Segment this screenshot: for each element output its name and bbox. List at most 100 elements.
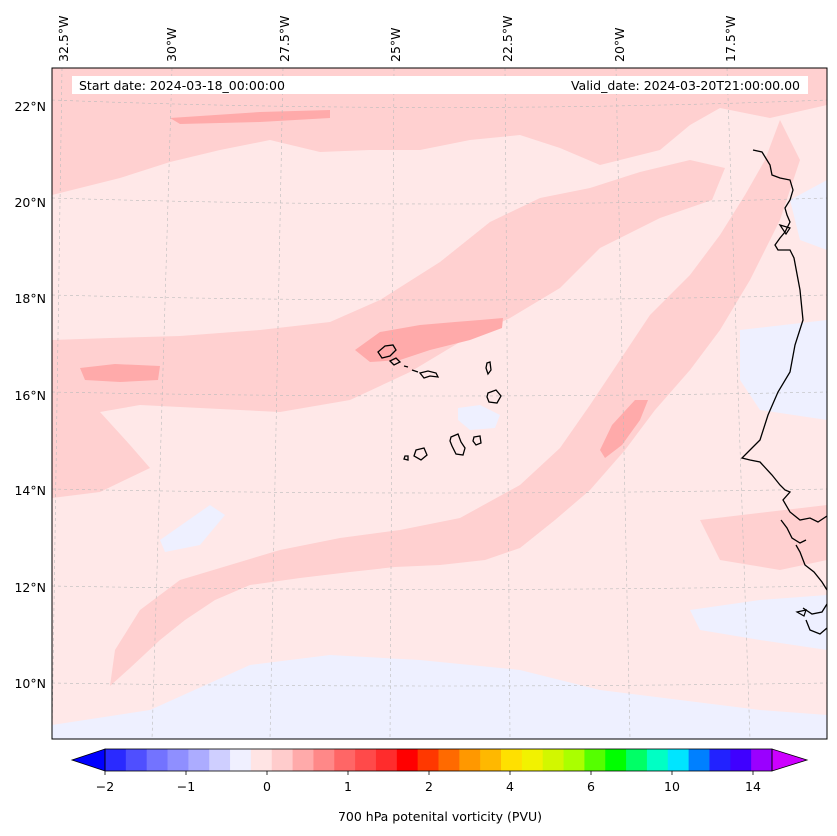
colorbar-segment	[292, 749, 314, 771]
negative-pv-south	[52, 655, 827, 739]
map-border	[51, 67, 828, 740]
island-sal	[485, 361, 492, 376]
colorbar-segment	[105, 749, 127, 771]
cb-tick-label: −2	[96, 779, 114, 794]
latitude-labels: 22°N 20°N 18°N 16°N 14°N 12°N 10°N	[14, 99, 46, 691]
colorbar-segment	[334, 749, 356, 771]
colorbar-segment	[250, 749, 273, 771]
lat-lon-gridlines	[52, 68, 827, 739]
map-area	[52, 68, 827, 739]
lat-label-20n: 20°N	[14, 195, 46, 210]
colorbar-segment	[230, 749, 252, 771]
colorbar-max-extension	[772, 749, 807, 771]
lat-label-10n: 10°N	[14, 676, 46, 691]
coastline-islet-1	[778, 223, 791, 236]
colorbar-segment	[730, 749, 752, 771]
island-santa-luzia	[403, 365, 409, 368]
colorbar-segment	[626, 749, 648, 771]
lon-label-20w: 20°W	[612, 27, 627, 62]
negative-pv-center	[458, 405, 500, 430]
colorbar-segment	[188, 749, 210, 771]
colorbar-segment	[563, 749, 585, 771]
cb-tick-label: 0	[263, 779, 271, 794]
colorbar-segment	[313, 749, 335, 771]
cb-tick-label: 4	[506, 779, 514, 794]
colorbar-segment	[542, 749, 564, 771]
colorbar-segment	[584, 749, 606, 771]
pv-core-cabo-verde	[355, 318, 503, 362]
colorbar-segment	[605, 749, 627, 771]
lon-label-17-5w: 17.5°W	[723, 16, 738, 62]
lat-label-14n: 14°N	[14, 483, 46, 498]
island-boa-vista	[486, 389, 502, 404]
colorbar-tick-labels: −2 −1 0 1 2 4 6 10 14	[96, 779, 761, 794]
date-box	[72, 76, 808, 94]
pv-core-west	[80, 364, 160, 382]
island-sao-vicente	[388, 357, 402, 366]
cb-tick-label: 14	[745, 779, 761, 794]
colorbar-min-extension	[72, 749, 105, 771]
lat-label-12n: 12°N	[14, 580, 46, 595]
colorbar-segment	[271, 749, 293, 771]
colorbar-segment	[146, 749, 168, 771]
lon-label-25w: 25°W	[388, 27, 403, 62]
colorbar-segment	[396, 749, 419, 771]
island-sao-nicolau	[411, 369, 440, 379]
cb-tick-label: −1	[177, 779, 195, 794]
cb-tick-label: 1	[344, 779, 352, 794]
island-brava	[403, 455, 409, 461]
lon-label-27-5w: 27.5°W	[277, 16, 292, 62]
longitude-labels: 32.5°W 30°W 27.5°W 25°W 22.5°W 20°W 17.5…	[56, 16, 738, 62]
colorbar-segment	[209, 749, 231, 771]
colorbar: −2 −1 0 1 2 4 6 10 14 700 hPa potenital …	[70, 748, 809, 824]
lat-label-18n: 18°N	[14, 291, 46, 306]
pv-core-diagonal	[600, 400, 648, 458]
lon-label-32-5w: 32.5°W	[56, 16, 71, 62]
colorbar-segment	[667, 749, 690, 771]
colorbar-segment	[417, 749, 439, 771]
lat-label-16n: 16°N	[14, 388, 46, 403]
island-santo-antao	[377, 344, 397, 359]
colorbar-segment	[355, 749, 377, 771]
lat-label-22n: 22°N	[14, 99, 46, 114]
negative-pv-west	[160, 505, 225, 552]
pv-band-central	[52, 160, 725, 498]
negative-pv-northeast	[790, 180, 827, 250]
island-fogo	[413, 447, 428, 461]
colorbar-ticks	[104, 771, 754, 775]
island-maio	[472, 435, 482, 446]
colorbar-label: 700 hPa potenital vorticity (PVU)	[338, 809, 542, 824]
colorbar-segment	[521, 749, 544, 771]
cb-tick-label: 10	[664, 779, 680, 794]
negative-pv-east	[740, 320, 827, 420]
colorbar-segment	[751, 749, 773, 771]
valid-date-text: Valid_date: 2024-03-20T21:00:00.00	[571, 78, 800, 93]
colorbar-left-arrow-outline	[70, 748, 106, 772]
pv-core-north	[170, 110, 330, 124]
colorbar-segment	[459, 749, 481, 771]
cb-tick-label: 6	[587, 779, 595, 794]
colorbar-segment	[438, 749, 460, 771]
lon-label-22-5w: 22.5°W	[500, 16, 515, 62]
cb-tick-label: 2	[425, 779, 433, 794]
colorbar-segment	[375, 749, 398, 771]
cabo-verde-islands	[377, 344, 502, 461]
island-santiago	[449, 433, 466, 456]
colorbar-right-arrow-outline	[771, 748, 809, 772]
colorbar-segment	[646, 749, 669, 771]
colorbar-segment	[125, 749, 148, 771]
negative-pv-southeast	[690, 595, 827, 650]
colorbar-segment	[480, 749, 502, 771]
colorbar-segment	[709, 749, 731, 771]
west-africa-coastline	[740, 149, 827, 635]
coastline-islet-2	[795, 609, 807, 617]
colorbar-segment	[167, 749, 189, 771]
pv-band-north	[52, 68, 827, 195]
start-date-text: Start date: 2024-03-18_00:00:00	[79, 78, 285, 93]
colorbar-segment	[688, 749, 710, 771]
pv-band-south	[700, 505, 827, 570]
colorbar-segment	[501, 749, 523, 771]
lon-label-30w: 30°W	[164, 27, 179, 62]
